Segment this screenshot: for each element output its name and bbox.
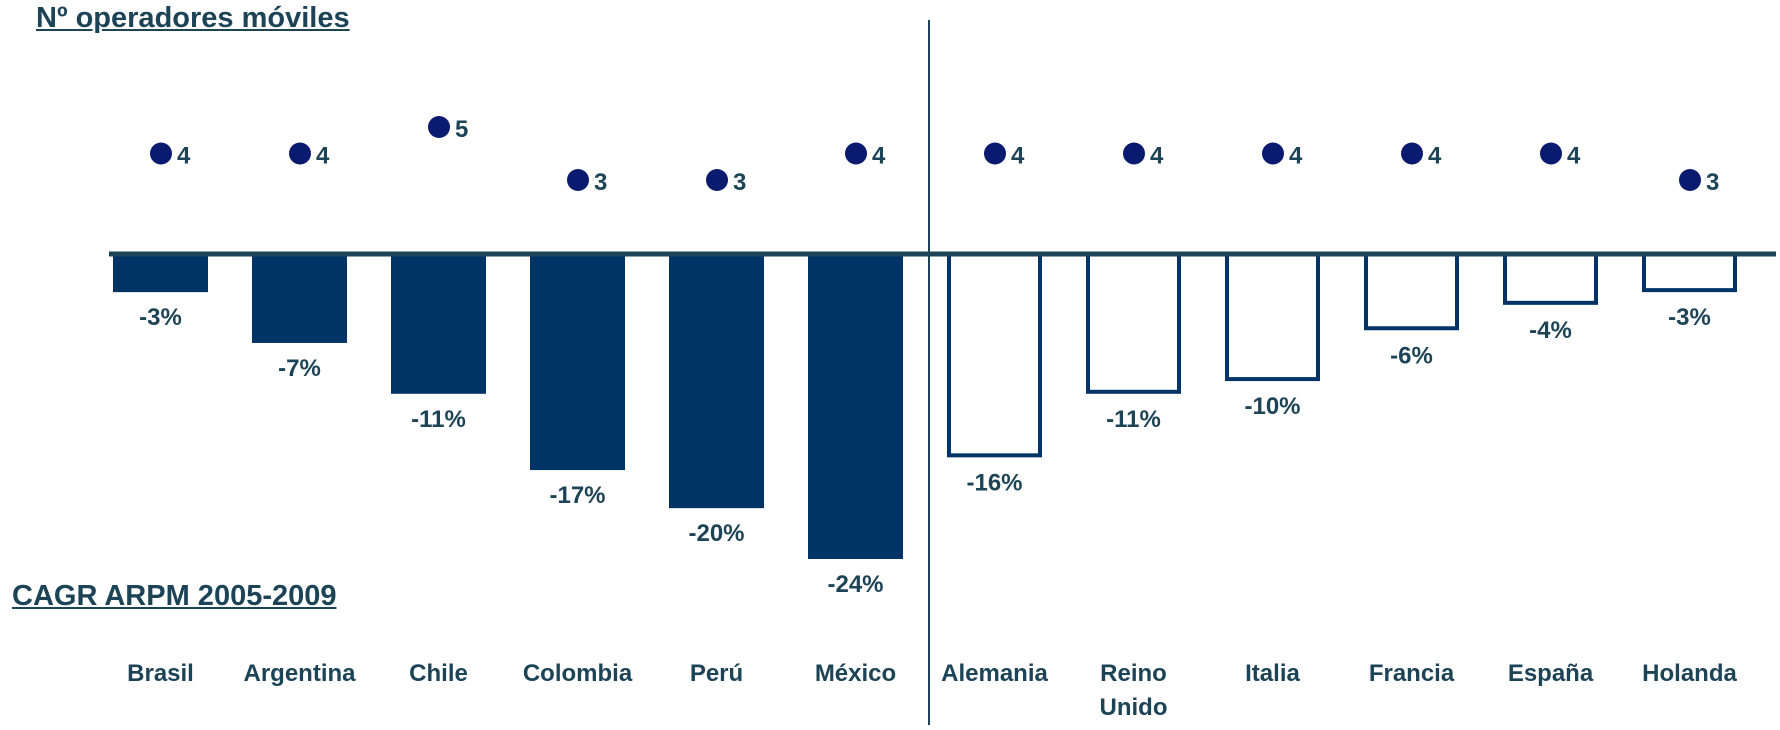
value-label-francia: -6% (1390, 342, 1433, 369)
operator-count-francia: 4 (1428, 143, 1442, 170)
category-line: España (1508, 660, 1594, 687)
operator-count-reino-unido: 4 (1150, 143, 1164, 170)
operator-count-chile: 5 (455, 116, 468, 143)
operator-count-brasil: 4 (177, 143, 191, 170)
category-line: Argentina (243, 660, 356, 687)
category-label-alemania: Alemania (941, 660, 1048, 687)
value-label-alemania: -16% (966, 469, 1022, 496)
operator-dot-argentina (289, 142, 311, 165)
bar-italia (1225, 252, 1320, 382)
bar-brasil (113, 254, 208, 293)
operator-count-peru: 3 (733, 169, 746, 196)
operator-dot-colombia (567, 169, 589, 191)
category-label-chile: Chile (409, 660, 468, 687)
category-line: Holanda (1642, 660, 1737, 687)
category-line: México (815, 660, 896, 687)
bar-argentina (252, 254, 347, 343)
bar-reino-unido (1086, 252, 1181, 394)
category-line: Italia (1245, 660, 1300, 687)
bars-layer (113, 252, 1737, 559)
axes-layer (109, 20, 1776, 725)
category-label-argentina: Argentina (243, 660, 356, 687)
bar-espana (1503, 252, 1598, 305)
operator-count-alemania: 4 (1011, 143, 1025, 170)
operator-count-espana: 4 (1567, 143, 1581, 170)
operator-dot-reino-unido (1123, 142, 1145, 165)
category-label-holanda: Holanda (1642, 660, 1737, 687)
category-label-mexico: México (815, 660, 896, 687)
bar-mexico (808, 254, 903, 559)
operator-dot-holanda (1679, 169, 1701, 191)
category-label-francia: Francia (1369, 660, 1455, 687)
category-label-italia: Italia (1245, 660, 1300, 687)
value-label-colombia: -17% (549, 482, 605, 509)
operator-count-argentina: 4 (316, 143, 330, 170)
labels-layer: -3% 4 Brasil -7% 4 Argentina -11% 5 Chile -17% 3 Co… (127, 116, 1737, 721)
operator-dot-francia (1401, 142, 1423, 165)
operator-count-holanda: 3 (1706, 169, 1719, 196)
category-line: Brasil (127, 660, 194, 687)
value-label-peru: -20% (688, 520, 744, 547)
bar-peru (669, 254, 764, 509)
category-line: Unido (1100, 694, 1168, 721)
operator-dot-alemania (984, 142, 1006, 165)
operator-count-mexico: 4 (872, 143, 886, 170)
bar-alemania (947, 252, 1042, 458)
category-label-brasil: Brasil (127, 660, 194, 687)
category-line: Reino (1100, 660, 1167, 687)
operators-title: Nº operadores móviles (36, 2, 350, 34)
category-label-espana: España (1508, 660, 1594, 687)
cagr-title: CAGR ARPM 2005-2009 (12, 580, 337, 612)
operator-dot-mexico (845, 142, 867, 165)
operator-dots-layer (150, 116, 1701, 191)
value-label-reino-unido: -11% (1106, 406, 1161, 433)
value-label-mexico: -24% (827, 571, 883, 598)
value-label-argentina: -7% (278, 355, 321, 382)
bar-francia (1364, 252, 1459, 331)
bar-holanda (1642, 252, 1737, 293)
value-label-brasil: -3% (139, 304, 182, 331)
category-line: Perú (690, 660, 743, 687)
category-line: Francia (1369, 660, 1455, 687)
value-label-chile: -11% (411, 406, 466, 433)
bar-chile (391, 254, 486, 394)
category-line: Chile (409, 660, 468, 687)
operator-dot-espana (1540, 142, 1562, 165)
category-label-reino-unido: Reino Unido (1100, 660, 1168, 721)
category-label-peru: Perú (690, 660, 743, 687)
operator-count-italia: 4 (1289, 143, 1303, 170)
operator-dot-brasil (150, 142, 172, 165)
category-label-colombia: Colombia (523, 660, 633, 687)
value-label-holanda: -3% (1668, 304, 1711, 331)
operator-dot-italia (1262, 142, 1284, 165)
value-label-italia: -10% (1244, 393, 1300, 420)
bar-colombia (530, 254, 625, 471)
operator-dot-peru (706, 169, 728, 191)
category-line: Alemania (941, 660, 1048, 687)
category-line: Colombia (523, 660, 633, 687)
value-label-espana: -4% (1529, 317, 1572, 344)
operator-count-colombia: 3 (594, 169, 607, 196)
operator-dot-chile (428, 116, 450, 138)
